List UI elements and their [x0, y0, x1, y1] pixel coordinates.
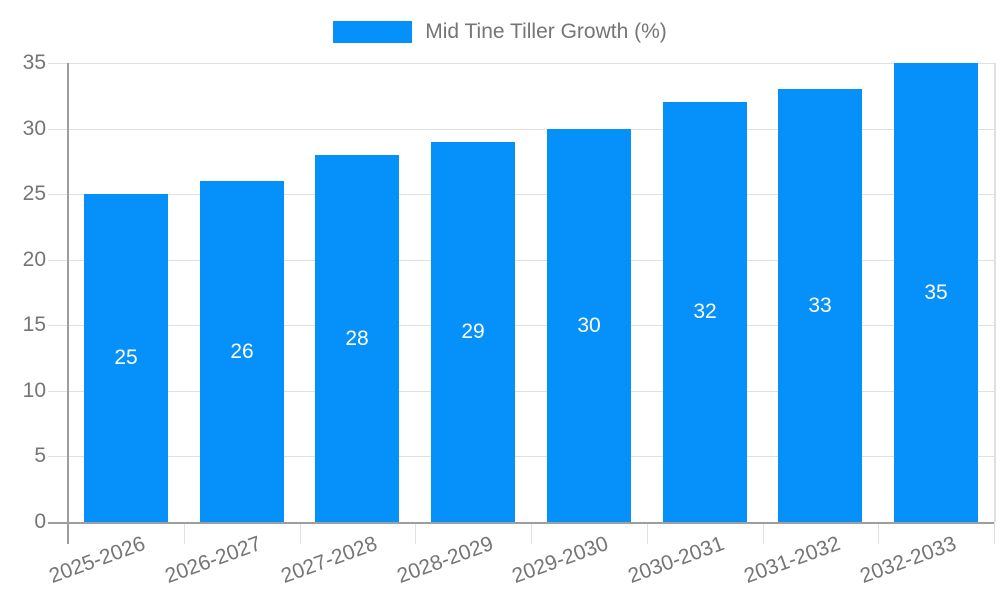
x-axis-tick: [647, 522, 648, 544]
legend-swatch-icon: [333, 21, 413, 43]
x-tick-label: 2032-2033: [856, 532, 959, 588]
x-tick-label: 2029-2030: [509, 532, 612, 588]
y-tick-label: 35: [22, 51, 46, 74]
y-axis-tick: [48, 260, 68, 261]
bar-value-label: 28: [345, 326, 369, 350]
y-tick-label: 15: [22, 313, 46, 336]
y-axis-tick: [48, 63, 68, 64]
x-axis-tick: [531, 522, 532, 544]
bar-value-label: 29: [461, 320, 485, 343]
y-tick-label: 5: [34, 444, 46, 467]
bar-2031-2032[interactable]: 33: [778, 89, 862, 522]
x-axis-tick: [184, 522, 185, 544]
plot-right-border: [994, 63, 996, 522]
x-tick-label: 2031-2032: [740, 532, 844, 588]
x-axis-tick: [994, 522, 995, 544]
gridline: [68, 194, 994, 195]
bar-value-label: 32: [693, 300, 717, 323]
y-axis-tick: [48, 391, 68, 392]
bar-value-label: 26: [230, 339, 254, 363]
y-axis-line: [67, 63, 69, 544]
bar-value-label: 35: [924, 280, 948, 304]
x-axis-line: [48, 522, 994, 524]
x-tick-label: 2028-2029: [393, 532, 496, 588]
y-tick-label: 25: [22, 182, 46, 205]
bar-2032-2033[interactable]: 35: [894, 63, 978, 522]
bar-2029-2030[interactable]: 30: [547, 129, 631, 522]
gridline: [68, 260, 994, 261]
y-tick-label: 20: [22, 248, 46, 271]
bar-2030-2031[interactable]: 32: [663, 102, 747, 522]
bar-value-label: 33: [808, 293, 832, 317]
legend-label: Mid Tine Tiller Growth (%): [425, 20, 667, 43]
x-axis-tick: [300, 522, 301, 544]
x-axis-tick: [415, 522, 416, 544]
x-tick-label: 2026-2027: [162, 532, 265, 588]
y-tick-label: 30: [22, 117, 46, 140]
x-axis-tick: [878, 522, 879, 544]
y-axis-tick: [48, 456, 68, 457]
x-tick-label: 2030-2031: [625, 532, 728, 588]
bar-2028-2029[interactable]: 29: [431, 142, 515, 522]
y-tick-label: 10: [22, 379, 46, 402]
bar-2027-2028[interactable]: 28: [315, 155, 399, 522]
gridline: [68, 391, 994, 392]
x-tick-label: 2025-2026: [46, 532, 149, 588]
x-tick-label: 2027-2028: [277, 532, 381, 588]
gridline: [68, 63, 994, 64]
gridline: [68, 325, 994, 326]
x-axis-tick: [763, 522, 764, 544]
bar-value-label: 25: [114, 346, 138, 369]
bar-2026-2027[interactable]: 26: [200, 181, 284, 522]
bar-2025-2026[interactable]: 25: [84, 194, 168, 522]
chart-legend[interactable]: Mid Tine Tiller Growth (%): [0, 14, 1000, 50]
y-axis-tick: [48, 194, 68, 195]
y-axis-tick: [48, 325, 68, 326]
gridline: [68, 456, 994, 457]
y-tick-label: 0: [34, 510, 46, 533]
gridline: [68, 129, 994, 130]
bar-value-label: 30: [577, 313, 601, 337]
y-axis-tick: [48, 129, 68, 130]
